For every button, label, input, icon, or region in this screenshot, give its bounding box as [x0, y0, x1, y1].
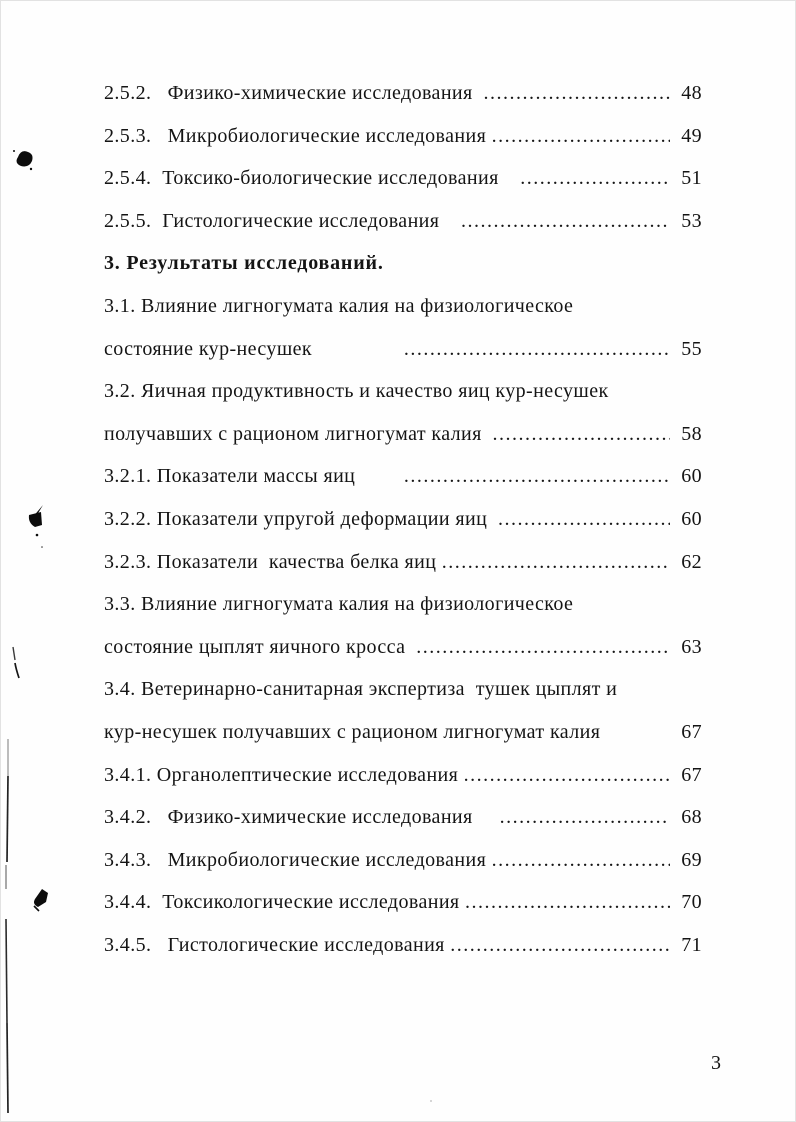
toc-entry-page: 63: [681, 635, 702, 658]
toc-entry-page: 60: [681, 465, 702, 488]
ink-blot-top: [13, 150, 33, 171]
toc-entry-label: 3.4.4. Токсикологические исследования: [104, 891, 465, 914]
toc-entry-page: 71: [681, 933, 702, 956]
toc-entry: 3.4. Ветеринарно-санитарная экспертиза т…: [104, 668, 702, 711]
toc-entry: 3.4.1. Органолептические исследования ..…: [104, 754, 702, 797]
toc-entry: 2.5.5. Гистологические исследования ....…: [104, 200, 702, 243]
dot-leader: ........................................…: [483, 82, 670, 104]
toc-entry: 3.1. Влияние лигногумата калия на физиол…: [104, 285, 702, 328]
toc-entry: 3. Результаты исследований.: [104, 242, 702, 285]
dot-leader: ........................................…: [441, 550, 670, 573]
toc-entry-label: состояние кур-несушек: [104, 337, 404, 360]
toc-entry: 2.5.2. Физико-химические исследования ..…: [104, 72, 702, 115]
toc-entry-label: 2.5.4. Токсико-биологические исследовани…: [104, 167, 521, 190]
toc-entry: 3.4.5. Гистологические исследования ....…: [104, 924, 702, 967]
toc-entry: 3.2.3. Показатели качества белка яиц ...…: [104, 541, 702, 584]
toc-entry-page: 69: [681, 848, 702, 871]
toc-entry-label: 3.2.2. Показатели упругой деформации яиц: [104, 507, 499, 530]
dot-leader: ........................................…: [403, 337, 670, 360]
toc-entry-label: 2.5.5. Гистологические исследования: [104, 209, 461, 232]
ink-blot-bottom: [33, 889, 48, 912]
toc-entry-label: 3.4.3. Микробиологические исследования: [104, 848, 492, 871]
dot-leader: ........................................…: [499, 806, 670, 829]
toc-entry: 3.4.4. Токсикологические исследования ..…: [104, 881, 702, 924]
dot-leader: ........................................…: [491, 848, 670, 871]
toc-entry-label: 2.5.2. Физико-химические исследования: [104, 82, 484, 104]
toc-entry-label: 3. Результаты исследований.: [104, 252, 384, 275]
table-of-contents: 2.5.2. Физико-химические исследования ..…: [104, 72, 702, 966]
toc-entry-page: 67: [681, 720, 702, 743]
toc-entry-label: 2.5.3. Микробиологические исследования: [104, 124, 492, 147]
toc-entry-label: кур-несушек получавших с рационом лигног…: [104, 720, 601, 743]
toc-entry: 3.3. Влияние лигногумата калия на физиол…: [104, 583, 702, 626]
dot-leader: ........................................…: [460, 209, 670, 232]
dot-leader: ........................................…: [520, 167, 670, 190]
toc-entry-page: 55: [681, 337, 702, 360]
page-number: 3: [711, 1052, 721, 1074]
dot-leader: ........................................…: [498, 507, 670, 530]
dot-leader: ........................................…: [450, 933, 670, 956]
toc-entry-page: 60: [681, 507, 702, 530]
toc-entry-label: состояние цыплят яичного кросса: [104, 635, 417, 658]
dot-leader: ........................................…: [403, 465, 670, 488]
dot-leader: ........................................…: [463, 763, 670, 786]
toc-entry: состояние кур-несушек ..................…: [104, 328, 702, 371]
toc-entry: 2.5.3. Микробиологические исследования .…: [104, 115, 702, 158]
toc-entry-page: 67: [681, 763, 702, 786]
toc-entry-label: 3.2.3. Показатели качества белка яиц: [104, 550, 442, 573]
toc-entry-label: 3.4.2. Физико-химические исследования: [104, 806, 500, 829]
toc-entry: 3.2.2. Показатели упругой деформации яиц…: [104, 498, 702, 541]
toc-entry-page: 51: [681, 167, 702, 190]
toc-entry-label: 3.4.1. Органолептические исследования: [104, 763, 464, 786]
toc-entry: состояние цыплят яичного кросса ........…: [104, 626, 702, 669]
toc-entry-page: 48: [681, 82, 702, 104]
dot-leader: ........................................…: [492, 422, 670, 445]
toc-entry-label: 3.2.1. Показатели массы яиц: [104, 465, 404, 488]
ink-blot-middle: [28, 505, 43, 548]
margin-strokes: [12, 646, 20, 679]
toc-entry-page: 58: [681, 422, 702, 445]
toc-entry-page: 62: [681, 550, 702, 573]
margin-vertical-line: [5, 739, 9, 1114]
toc-entry-label: 3.4.5. Гистологические исследования: [104, 933, 451, 956]
toc-entry-page: 49: [681, 124, 702, 147]
toc-entry-label: 3.1. Влияние лигногумата калия на физиол…: [104, 294, 574, 317]
toc-entry: кур-несушек получавших с рационом лигног…: [104, 711, 702, 754]
toc-entry: 3.4.3. Микробиологические исследования .…: [104, 839, 702, 882]
toc-entry: 3.4.2. Физико-химические исследования ..…: [104, 796, 702, 839]
toc-entry-label: 3.4. Ветеринарно-санитарная экспертиза т…: [104, 678, 618, 701]
toc-entry: 2.5.4. Токсико-биологические исследовани…: [104, 157, 702, 200]
paper-speck: [430, 1100, 432, 1102]
toc-entry: 3.2.1. Показатели массы яиц ............…: [104, 455, 702, 498]
dot-leader: ........................................…: [416, 635, 670, 658]
toc-entry: 3.2. Яичная продуктивность и качество яи…: [104, 370, 702, 413]
toc-entry-label: 3.3. Влияние лигногумата калия на физиол…: [104, 593, 574, 616]
toc-entry: получавших с рационом лигногумат калия .…: [104, 413, 702, 456]
toc-entry-page: 53: [681, 209, 702, 232]
toc-entry-label: получавших с рационом лигногумат калия: [104, 422, 493, 445]
toc-entry-page: 70: [681, 891, 702, 914]
toc-entry-page: 68: [681, 806, 702, 829]
dot-leader: ........................................…: [491, 124, 670, 147]
toc-entry-label: 3.2. Яичная продуктивность и качество яи…: [104, 380, 609, 403]
dot-leader: ........................................…: [464, 891, 670, 914]
